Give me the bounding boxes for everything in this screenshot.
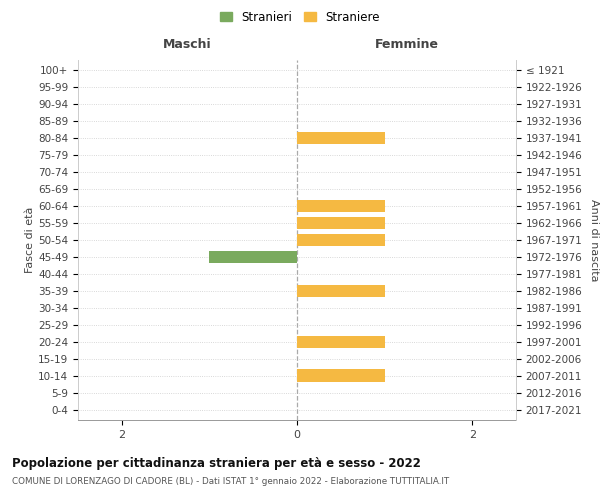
- Bar: [297, 370, 385, 382]
- Bar: [297, 216, 385, 230]
- Bar: [297, 200, 385, 212]
- Bar: [297, 284, 385, 298]
- Text: Femmine: Femmine: [374, 38, 439, 51]
- Bar: [297, 234, 385, 246]
- Bar: [297, 132, 385, 144]
- Text: Popolazione per cittadinanza straniera per età e sesso - 2022: Popolazione per cittadinanza straniera p…: [12, 458, 421, 470]
- Y-axis label: Anni di nascita: Anni di nascita: [589, 198, 599, 281]
- Text: Maschi: Maschi: [163, 38, 212, 51]
- Bar: [209, 250, 297, 264]
- Text: COMUNE DI LORENZAGO DI CADORE (BL) - Dati ISTAT 1° gennaio 2022 - Elaborazione T: COMUNE DI LORENZAGO DI CADORE (BL) - Dat…: [12, 478, 449, 486]
- Bar: [297, 336, 385, 348]
- Legend: Stranieri, Straniere: Stranieri, Straniere: [215, 6, 385, 28]
- Y-axis label: Fasce di età: Fasce di età: [25, 207, 35, 273]
